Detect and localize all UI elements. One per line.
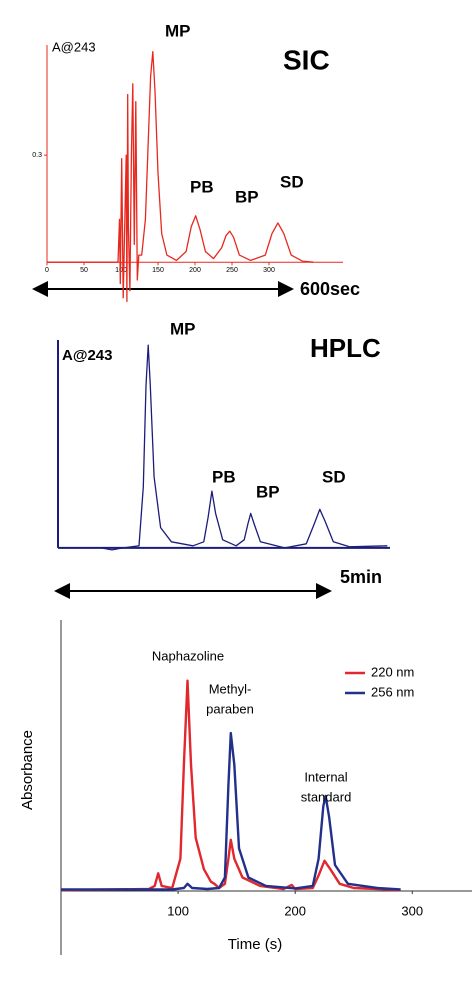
x-tick-label: 200 bbox=[284, 903, 306, 918]
trace bbox=[58, 344, 388, 551]
y-tick-label: 0.3 bbox=[32, 152, 42, 159]
peak-annotation: SD bbox=[322, 467, 346, 486]
peak-annotation: BP bbox=[235, 187, 259, 206]
peak-annotation: 5min bbox=[340, 567, 382, 587]
peak-annotation: paraben bbox=[206, 701, 254, 716]
peak-annotation: PB bbox=[212, 467, 236, 486]
legend-label: 256 nm bbox=[371, 684, 414, 699]
chart-title: HPLC bbox=[310, 333, 381, 363]
x-tick-label: 300 bbox=[263, 267, 275, 274]
peak-annotation: Naphazoline bbox=[152, 648, 224, 663]
peak-annotation: 600sec bbox=[300, 279, 360, 299]
trace bbox=[47, 51, 314, 303]
chart-title: SIC bbox=[283, 44, 330, 75]
peak-annotation: MP bbox=[165, 21, 191, 40]
peak-annotation: A@243 bbox=[62, 347, 113, 364]
peak-annotation: standard bbox=[301, 789, 352, 804]
trace bbox=[61, 731, 401, 891]
x-tick-label: 250 bbox=[226, 267, 238, 274]
legend-label: 220 nm bbox=[371, 664, 414, 679]
peak-annotation: A@243 bbox=[52, 39, 96, 54]
x-tick-label: 50 bbox=[80, 267, 88, 274]
peak-annotation: MP bbox=[170, 319, 196, 338]
peak-annotation: BP bbox=[256, 482, 280, 501]
x-tick-label: 0 bbox=[45, 267, 49, 274]
peak-annotation: Internal bbox=[304, 769, 347, 784]
x-tick-label: 100 bbox=[167, 903, 189, 918]
peak-annotation: SD bbox=[280, 172, 304, 191]
trace bbox=[60, 679, 401, 892]
peak-annotation: Methyl- bbox=[209, 681, 252, 696]
x-tick-label: 300 bbox=[401, 903, 423, 918]
x-axis-label: Time (s) bbox=[228, 936, 282, 953]
x-tick-label: 150 bbox=[152, 267, 164, 274]
y-axis-label: Absorbance bbox=[19, 730, 36, 810]
peak-annotation: PB bbox=[190, 177, 214, 196]
x-tick-label: 200 bbox=[189, 267, 201, 274]
